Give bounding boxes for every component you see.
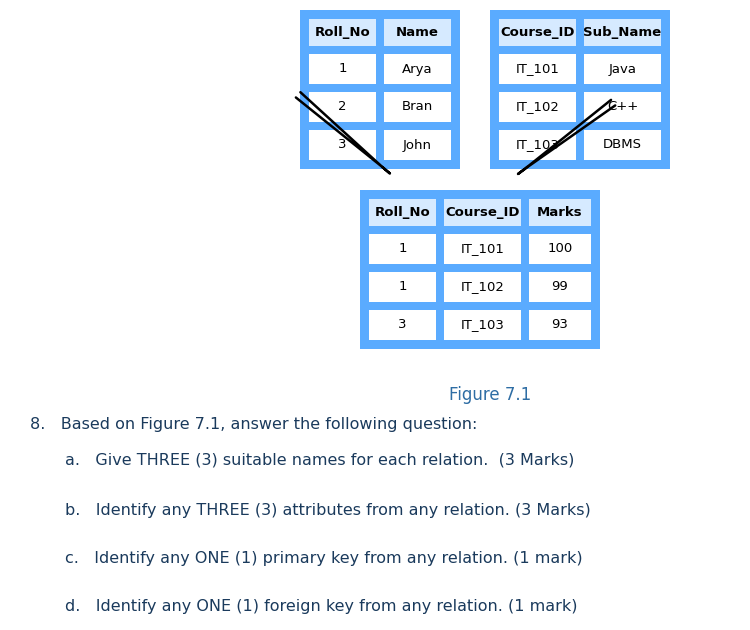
FancyBboxPatch shape — [499, 54, 576, 84]
Text: C++: C++ — [607, 101, 638, 113]
Text: John: John — [403, 139, 432, 151]
Text: Marks: Marks — [537, 206, 583, 219]
Text: 3: 3 — [338, 139, 346, 151]
FancyBboxPatch shape — [499, 19, 576, 46]
FancyBboxPatch shape — [529, 272, 591, 302]
FancyBboxPatch shape — [309, 130, 376, 160]
FancyBboxPatch shape — [584, 92, 661, 122]
FancyBboxPatch shape — [584, 54, 661, 84]
FancyBboxPatch shape — [384, 130, 451, 160]
FancyBboxPatch shape — [444, 310, 521, 340]
Text: Course_ID: Course_ID — [500, 26, 574, 39]
FancyBboxPatch shape — [584, 130, 661, 160]
FancyBboxPatch shape — [309, 92, 376, 122]
FancyBboxPatch shape — [444, 272, 521, 302]
Text: Name: Name — [396, 26, 439, 39]
Text: 99: 99 — [551, 280, 568, 294]
Text: 1: 1 — [398, 280, 406, 294]
FancyBboxPatch shape — [499, 130, 576, 160]
Text: 8.   Based on Figure 7.1, answer the following question:: 8. Based on Figure 7.1, answer the follo… — [30, 418, 477, 433]
Text: DBMS: DBMS — [603, 139, 642, 151]
FancyBboxPatch shape — [444, 234, 521, 264]
FancyBboxPatch shape — [499, 92, 576, 122]
Text: IT_102: IT_102 — [515, 101, 560, 113]
FancyBboxPatch shape — [309, 54, 376, 84]
Text: Figure 7.1: Figure 7.1 — [448, 386, 531, 404]
Text: Sub_Name: Sub_Name — [584, 26, 662, 39]
Text: Arya: Arya — [402, 62, 433, 76]
Text: IT_102: IT_102 — [460, 280, 505, 294]
FancyBboxPatch shape — [529, 234, 591, 264]
Text: c.   Identify any ONE (1) primary key from any relation. (1 mark): c. Identify any ONE (1) primary key from… — [65, 551, 583, 566]
Text: IT_103: IT_103 — [460, 319, 505, 331]
Text: 100: 100 — [548, 243, 573, 256]
Text: IT_103: IT_103 — [515, 139, 560, 151]
FancyBboxPatch shape — [584, 19, 661, 46]
FancyBboxPatch shape — [300, 10, 460, 169]
FancyBboxPatch shape — [490, 10, 670, 169]
Text: 3: 3 — [398, 319, 406, 331]
Text: Course_ID: Course_ID — [446, 206, 520, 219]
Text: 2: 2 — [338, 101, 346, 113]
FancyBboxPatch shape — [384, 54, 451, 84]
FancyBboxPatch shape — [529, 199, 591, 226]
Text: 93: 93 — [551, 319, 568, 331]
Text: Bran: Bran — [402, 101, 433, 113]
Text: b.   Identify any THREE (3) attributes from any relation. (3 Marks): b. Identify any THREE (3) attributes fro… — [65, 503, 591, 517]
Text: Roll_No: Roll_No — [315, 26, 370, 39]
FancyBboxPatch shape — [384, 19, 451, 46]
Text: Java: Java — [608, 62, 637, 76]
FancyBboxPatch shape — [360, 190, 600, 349]
Text: IT_101: IT_101 — [460, 243, 505, 256]
Text: 1: 1 — [398, 243, 406, 256]
FancyBboxPatch shape — [369, 272, 436, 302]
FancyBboxPatch shape — [529, 310, 591, 340]
Text: IT_101: IT_101 — [515, 62, 560, 76]
Text: 1: 1 — [338, 62, 346, 76]
Text: Roll_No: Roll_No — [375, 206, 430, 219]
FancyBboxPatch shape — [444, 199, 521, 226]
FancyBboxPatch shape — [369, 199, 436, 226]
FancyBboxPatch shape — [369, 234, 436, 264]
Text: a.   Give THREE (3) suitable names for each relation.  (3 Marks): a. Give THREE (3) suitable names for eac… — [65, 452, 574, 467]
FancyBboxPatch shape — [369, 310, 436, 340]
FancyBboxPatch shape — [309, 19, 376, 46]
FancyBboxPatch shape — [384, 92, 451, 122]
Text: d.   Identify any ONE (1) foreign key from any relation. (1 mark): d. Identify any ONE (1) foreign key from… — [65, 598, 578, 614]
